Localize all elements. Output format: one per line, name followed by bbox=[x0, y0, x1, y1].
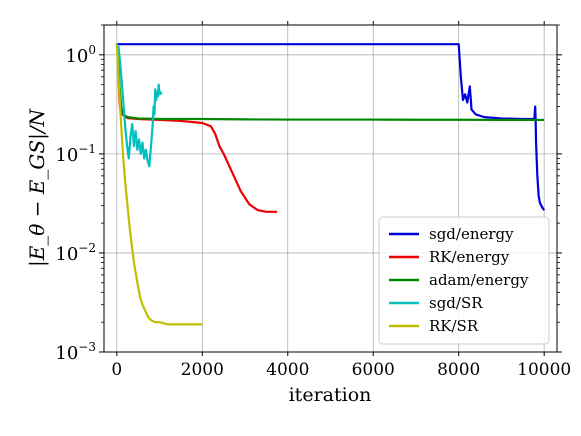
x-tick-label: 0 bbox=[111, 360, 122, 380]
legend-box bbox=[378, 216, 550, 345]
y-axis-label: |E_θ − E_GS|/N bbox=[25, 107, 50, 267]
x-axis-label: iteration bbox=[289, 384, 372, 406]
legend-label: sgd/SR bbox=[429, 294, 483, 312]
plot-frame bbox=[103, 24, 558, 353]
x-tick-label: 10000 bbox=[517, 360, 571, 380]
legend-label: RK/energy bbox=[429, 248, 510, 266]
y-tick-label: 10−1 bbox=[55, 142, 96, 166]
x-tick-label: 6000 bbox=[352, 360, 395, 380]
ticks: 0 2000 4000 6000 8000 10000 10−3 10−2 10−1 100 bbox=[55, 21, 571, 380]
series-line-sgd-energy bbox=[116, 43, 546, 211]
x-tick-label: 4000 bbox=[266, 360, 309, 380]
x-tick-label: 2000 bbox=[181, 360, 224, 380]
y-tick-label: 10−2 bbox=[55, 241, 96, 265]
y-tick-label: 100 bbox=[65, 43, 96, 67]
y-tick-label: 10−3 bbox=[55, 340, 96, 364]
series-group bbox=[115, 43, 546, 326]
x-tick-label: 8000 bbox=[437, 360, 480, 380]
series-line-sgd-sr bbox=[115, 43, 163, 168]
series-line-rk-sr bbox=[115, 44, 203, 326]
legend-label: adam/energy bbox=[429, 271, 529, 289]
legend: sgd/energy RK/energy adam/energy sgd/SR RK/S… bbox=[378, 216, 550, 345]
legend-label: RK/SR bbox=[429, 317, 479, 335]
legend-label: sgd/energy bbox=[429, 225, 514, 243]
